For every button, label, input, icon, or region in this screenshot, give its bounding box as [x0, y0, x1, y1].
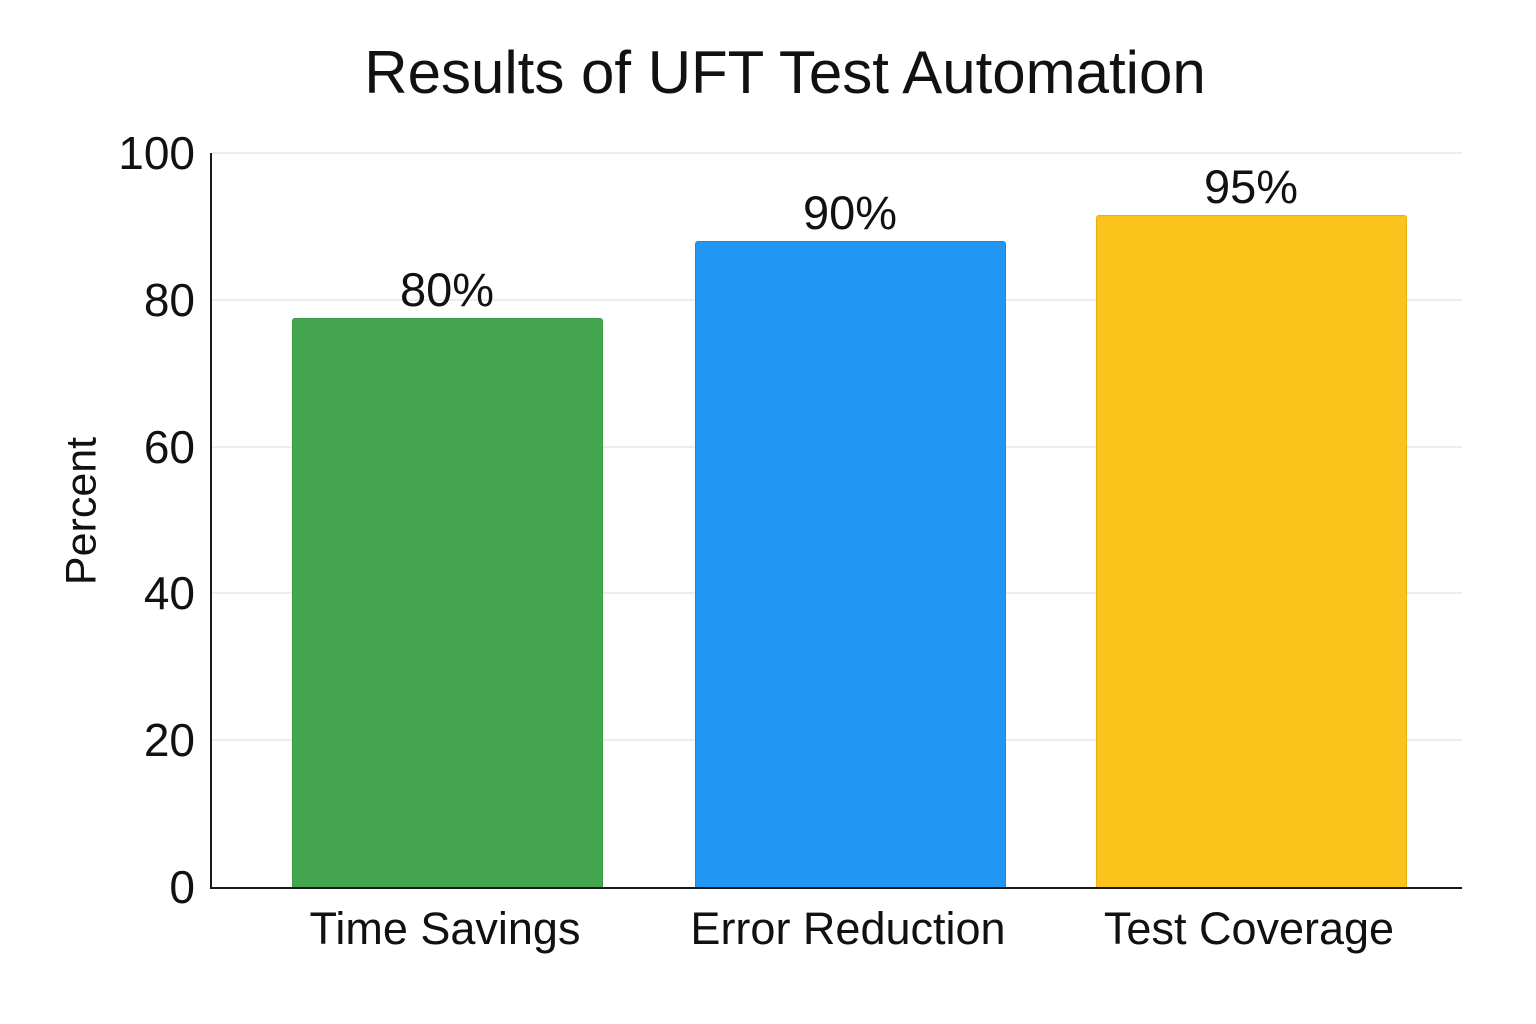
y-tick-label-60: 60: [143, 420, 195, 473]
bar-time-savings: [291, 318, 603, 887]
x-tick-label-test-coverage: Test Coverage: [1103, 903, 1395, 954]
chart-title: Results of UFT Test Automation: [364, 39, 1206, 106]
bar-value-label-error-reduction: 90%: [802, 186, 898, 240]
y-axis-title: Percent: [57, 436, 106, 586]
gridline-100: [212, 152, 1462, 154]
x-tick-label-time-savings: Time Savings: [309, 903, 581, 954]
bar-value-label-time-savings: 80%: [399, 263, 495, 317]
bar-value-label-test-coverage: 95%: [1203, 160, 1299, 214]
y-tick-label-20: 20: [143, 714, 195, 767]
y-tick-label-80: 80: [143, 273, 195, 326]
plot-area: 80% 90% 95%: [210, 152, 1462, 889]
bar-error-reduction: [694, 241, 1006, 887]
x-tick-label-error-reduction: Error Reduction: [690, 903, 1006, 954]
bar-test-coverage: [1095, 215, 1407, 887]
y-tick-label-40: 40: [143, 567, 195, 620]
y-tick-label-0: 0: [169, 861, 195, 913]
y-tick-label-100: 100: [118, 127, 195, 179]
